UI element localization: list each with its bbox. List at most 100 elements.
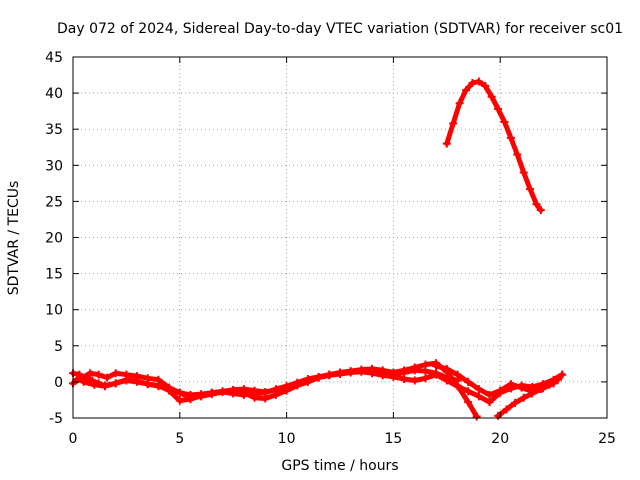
data-point [506,133,515,142]
data-point [86,369,95,378]
y-tick-label: 5 [54,339,63,355]
data-point [94,370,103,379]
data-point [538,384,547,393]
data-point [506,380,515,389]
series-track-e [432,362,558,399]
x-tick-label: 0 [69,431,78,447]
data-point [453,370,462,379]
x-tick-label: 25 [598,431,616,447]
data-point [325,371,334,380]
data-point [154,381,163,390]
data-point [536,206,545,215]
data-point [175,396,184,405]
data-point [410,376,419,385]
data-point [111,379,120,388]
data-point [79,377,88,386]
data-point [511,398,520,407]
data-point [553,375,562,384]
y-tick-label: 40 [45,86,63,102]
data-point [410,363,419,372]
data-point [90,380,99,389]
data-point [314,373,323,382]
y-tick-label: 10 [45,303,63,319]
series-line [444,79,544,213]
data-point [432,362,441,371]
data-point [197,391,206,400]
data-point [496,386,505,395]
data-point [558,370,567,379]
data-point [526,185,535,194]
data-point [421,360,430,369]
data-point [549,379,558,388]
data-point [464,398,473,407]
x-tick-label: 5 [175,431,184,447]
axis-ticks: 0 5 10 15 20 25 -5 0 5 10 15 20 25 30 35 40 45 [45,50,616,447]
x-tick-label: 15 [384,431,402,447]
data-point [101,382,110,391]
data-point [111,369,120,378]
data-point [474,392,483,401]
y-tick-label: 0 [54,375,63,391]
data-point [165,386,174,395]
data-point [357,367,366,376]
y-tick-label: -5 [49,411,63,427]
data-point [481,81,490,90]
data-point [485,398,494,407]
data-series [69,77,567,421]
data-point [218,387,227,396]
chart-title: Day 072 of 2024, Sidereal Day-to-day VTE… [57,21,623,37]
y-tick-label: 15 [45,267,63,283]
data-point [250,386,259,395]
data-point [513,150,522,159]
data-point [442,139,451,148]
data-point [502,405,511,414]
series-upper-arc [442,77,545,215]
series-track-c [73,367,567,407]
y-tick-label: 25 [45,194,63,210]
data-point [400,375,409,384]
data-point [442,376,451,385]
data-point [122,376,131,385]
data-point [494,411,503,420]
data-point [336,369,344,378]
data-point [453,382,462,391]
data-point [368,369,377,378]
data-point [389,372,398,381]
data-point [186,395,195,404]
x-tick-label: 10 [278,431,296,447]
data-point [442,364,451,373]
y-axis-title: SDTVAR / TECUs [6,181,22,296]
data-point [271,385,280,394]
data-point [517,383,526,392]
y-tick-label: 30 [45,158,63,174]
data-point [464,387,473,396]
y-tick-label: 35 [45,122,63,138]
series-line [70,360,480,420]
y-tick-label: 20 [45,231,63,247]
data-point [487,92,496,101]
data-point [293,380,302,389]
data-point [229,385,238,394]
data-point [400,366,409,375]
data-point [282,383,291,392]
x-axis-title: GPS time / hours [281,458,398,474]
data-point [432,370,441,379]
data-point [474,385,483,394]
data-point [250,393,259,402]
data-point [346,368,355,377]
data-point [494,104,503,113]
data-point [133,377,142,386]
data-point [474,77,483,86]
data-point [500,117,509,126]
data-point [143,380,152,389]
data-point [464,377,473,386]
data-point [449,119,458,128]
data-point [261,388,270,397]
data-point [175,388,184,397]
data-point [103,373,112,382]
data-point [532,200,541,209]
data-point [468,78,477,87]
data-point [519,393,528,402]
